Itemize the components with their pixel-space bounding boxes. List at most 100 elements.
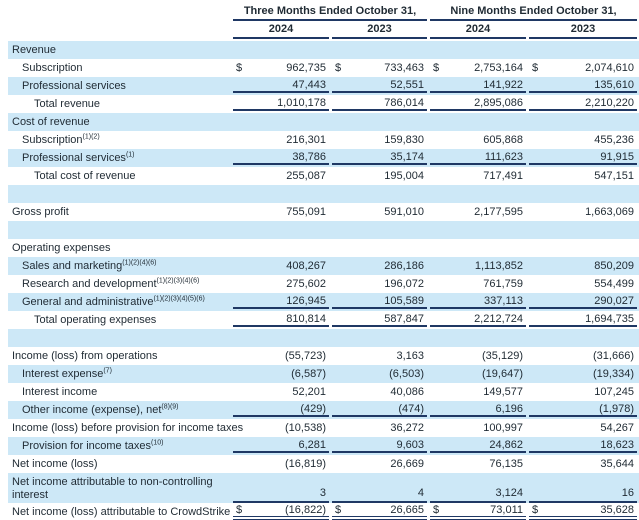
value: 962,735 bbox=[286, 62, 326, 74]
col-group-label: Nine Months Ended October 31, bbox=[450, 5, 617, 17]
row-label: Revenue bbox=[8, 44, 230, 56]
row-label-text: Provision for income taxes bbox=[22, 440, 151, 452]
value-cell: 111,623 bbox=[430, 151, 526, 165]
value: (10,538) bbox=[285, 422, 326, 434]
row-label: Net income (loss) bbox=[8, 458, 230, 470]
value-cell: 717,491 bbox=[430, 170, 526, 182]
dollar-sign: $ bbox=[236, 62, 243, 74]
value: 6,281 bbox=[298, 439, 326, 451]
value: 126,945 bbox=[286, 295, 326, 307]
value: 26,665 bbox=[390, 504, 424, 516]
value: (35,129) bbox=[482, 350, 523, 362]
table-row: Revenue bbox=[8, 41, 639, 59]
value-cell: 605,868 bbox=[430, 134, 526, 146]
value: 733,463 bbox=[384, 62, 424, 74]
row-label-text: Professional services bbox=[22, 152, 126, 164]
value: 40,086 bbox=[390, 386, 424, 398]
value-cell: 810,814 bbox=[233, 313, 329, 327]
value: 54,267 bbox=[600, 422, 634, 434]
value-cell: 52,201 bbox=[233, 386, 329, 398]
row-label: Net income (loss) attributable to CrowdS… bbox=[8, 506, 230, 518]
dollar-sign: $ bbox=[236, 504, 243, 516]
table-row bbox=[8, 221, 639, 239]
value-cell: 54,267 bbox=[529, 422, 637, 434]
value-cell: 135,610 bbox=[529, 79, 637, 93]
dollar-sign: $ bbox=[433, 62, 440, 74]
footnote-reference: (1) bbox=[125, 151, 135, 159]
value-cell: 3,163 bbox=[332, 350, 427, 362]
value-cell: 159,830 bbox=[332, 134, 427, 146]
value-cell: (35,129) bbox=[430, 350, 526, 362]
row-label-text: Gross profit bbox=[12, 206, 69, 218]
value: 105,589 bbox=[384, 295, 424, 307]
value: 2,212,724 bbox=[474, 313, 523, 325]
row-label-text: Total revenue bbox=[34, 98, 101, 110]
value: 35,174 bbox=[390, 151, 424, 163]
year-column-header: 2023 bbox=[332, 22, 427, 39]
value-cell: (429) bbox=[233, 403, 329, 417]
dollar-sign: $ bbox=[433, 504, 440, 516]
value: 38,786 bbox=[292, 151, 326, 163]
value: 2,895,086 bbox=[474, 97, 523, 109]
value: 47,443 bbox=[292, 79, 326, 91]
row-label-text: Operating expenses bbox=[12, 242, 111, 254]
value-cell: $26,665 bbox=[332, 504, 427, 520]
value: 455,236 bbox=[594, 134, 634, 146]
table-row: Net income (loss) (16,819) 26,669 76,135 35,… bbox=[8, 455, 639, 473]
value: 111,623 bbox=[484, 151, 523, 163]
table-row: Other income (expense), net(8)(9) (429) (4… bbox=[8, 401, 639, 419]
row-label: Interest expense(7) bbox=[8, 367, 230, 380]
value: 135,610 bbox=[594, 79, 634, 91]
year-column-header: 2024 bbox=[233, 22, 329, 39]
value-cell: 196,072 bbox=[332, 278, 427, 290]
row-label-text: Total operating expenses bbox=[34, 314, 157, 326]
value: 4 bbox=[417, 487, 424, 499]
row-label-text: Total cost of revenue bbox=[34, 170, 136, 182]
value-cell: (16,819) bbox=[233, 458, 329, 470]
table-row: Income (loss) from operations (55,723) 3,1… bbox=[8, 347, 639, 365]
row-label-text: Sales and marketing bbox=[22, 260, 123, 272]
table-row: Total revenue 1,010,178 786,014 2,895,086 2,… bbox=[8, 95, 639, 113]
value-cell: 76,135 bbox=[430, 458, 526, 470]
value: 755,091 bbox=[286, 206, 326, 218]
value-cell: 47,443 bbox=[233, 79, 329, 93]
value: 591,010 bbox=[384, 206, 424, 218]
value: 159,830 bbox=[384, 134, 424, 146]
period-group-header-row: Three Months Ended October 31, Nine Mont… bbox=[8, 4, 639, 21]
table-body: Revenue Subscription $962,735 $733,463 $2,75… bbox=[8, 41, 639, 520]
value: (6,503) bbox=[389, 368, 424, 380]
value-cell: 16 bbox=[529, 487, 637, 503]
value: (16,819) bbox=[285, 458, 326, 470]
value-cell: 6,196 bbox=[430, 403, 526, 417]
value-cell: 455,236 bbox=[529, 134, 637, 146]
table-row: Operating expenses bbox=[8, 239, 639, 257]
table-row: Net income (loss) attributable to CrowdS… bbox=[8, 503, 639, 520]
value-cell: 100,997 bbox=[430, 422, 526, 434]
value: 1,113,852 bbox=[474, 260, 523, 272]
col-group-nine-months: Nine Months Ended October 31, bbox=[430, 4, 637, 21]
value: 141,922 bbox=[483, 79, 523, 91]
value: 587,847 bbox=[384, 313, 424, 325]
row-label: Professional services bbox=[8, 80, 230, 92]
value: 35,644 bbox=[600, 458, 634, 470]
row-label: Total revenue bbox=[8, 98, 230, 110]
row-label: Subscription bbox=[8, 62, 230, 74]
value: 6,196 bbox=[495, 403, 523, 415]
value-cell: 587,847 bbox=[332, 313, 427, 327]
row-label: Operating expenses bbox=[8, 242, 230, 254]
row-label: Subscription(1)(2) bbox=[8, 133, 230, 146]
value: 1,694,735 bbox=[585, 313, 634, 325]
value-cell: 52,551 bbox=[332, 79, 427, 93]
value: 195,004 bbox=[384, 170, 424, 182]
value: (16,822) bbox=[285, 504, 326, 516]
table-row: Total operating expenses 810,814 587,847 2,… bbox=[8, 311, 639, 329]
value: 717,491 bbox=[483, 170, 523, 182]
value: 3,124 bbox=[495, 487, 523, 499]
value-cell: 4 bbox=[332, 487, 427, 503]
value-cell: $2,074,610 bbox=[529, 62, 637, 74]
value: 3,163 bbox=[396, 350, 424, 362]
value-cell: 141,922 bbox=[430, 79, 526, 93]
row-label-text: Net income (loss) bbox=[12, 458, 98, 470]
row-label-text: Income (loss) before provision for incom… bbox=[12, 422, 244, 434]
footnote-reference: (1)(2)(3)(4)(5)(6) bbox=[153, 295, 205, 303]
